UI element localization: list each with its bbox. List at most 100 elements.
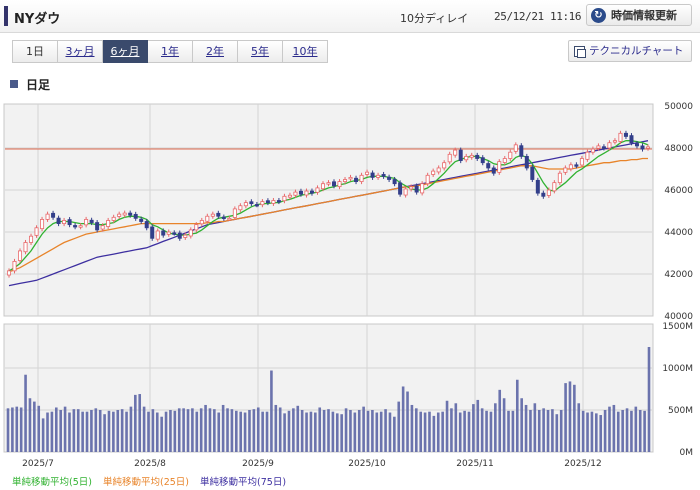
tab-1y[interactable]: 1年 — [148, 40, 193, 63]
volume-bar — [335, 413, 339, 452]
candle-body — [271, 200, 276, 204]
tab-1d[interactable]: 1日 — [12, 40, 58, 63]
candle-body — [232, 208, 237, 218]
volume-bar — [344, 408, 348, 452]
candle-body — [293, 191, 298, 196]
volume-bar — [357, 410, 361, 452]
price-tick-label: 50000 — [664, 102, 693, 112]
volume-bar — [252, 409, 256, 452]
candle-body — [453, 149, 458, 156]
candle-body — [320, 183, 325, 190]
candle-body — [519, 145, 524, 157]
tab-5y[interactable]: 5年 — [238, 40, 283, 63]
candle-body — [199, 220, 204, 225]
candle-body — [7, 270, 12, 276]
volume-bar — [551, 409, 554, 452]
candle-body — [464, 155, 469, 161]
volume-bar — [191, 408, 194, 452]
candle-body — [376, 174, 381, 178]
volume-bar — [318, 407, 322, 452]
volume-bar — [388, 412, 392, 452]
volume-bar — [199, 408, 203, 452]
candle-body — [442, 162, 447, 169]
candle-body — [502, 158, 507, 163]
candle-body — [23, 242, 28, 253]
volume-bar — [235, 410, 238, 452]
volume-bar — [98, 410, 102, 452]
title-accent — [4, 6, 8, 26]
candle-body — [265, 200, 270, 204]
candle-body — [436, 167, 441, 173]
volume-bar — [458, 412, 462, 452]
candle-body — [122, 212, 127, 216]
volume-bar — [204, 404, 207, 452]
tab-3m[interactable]: 3ヶ月 — [58, 40, 103, 63]
volume-bar — [599, 415, 603, 452]
volume-bar — [467, 411, 471, 452]
volume-bar — [85, 411, 89, 452]
candle-body — [287, 194, 292, 198]
volume-bar — [432, 415, 436, 452]
delay-text: 10分ディレイ — [400, 12, 469, 25]
volume-bar — [643, 410, 646, 452]
volume-bar — [270, 370, 273, 452]
volume-bar — [274, 404, 278, 452]
candle-body — [409, 186, 414, 190]
price-tick-label: 40000 — [664, 312, 693, 322]
volume-bar — [305, 412, 308, 452]
volume-bar — [428, 411, 431, 452]
volume-bar — [265, 411, 269, 452]
candle-body — [40, 218, 45, 230]
volume-bar — [164, 411, 168, 452]
volume-bar — [515, 379, 519, 452]
candle-body — [491, 167, 496, 174]
volume-bar — [529, 410, 532, 452]
index-title: NYダウ — [14, 12, 61, 27]
volume-bar — [256, 407, 260, 452]
volume-bar — [19, 407, 23, 452]
refresh-label: 時価情報更新 — [611, 9, 677, 22]
tab-10y[interactable]: 10年 — [283, 40, 328, 63]
volume-bar — [441, 411, 444, 452]
volume-bar — [309, 411, 313, 452]
volume-bar — [616, 411, 620, 452]
candle-body — [194, 224, 199, 231]
technical-chart-button[interactable]: テクニカルチャート — [568, 40, 692, 62]
candle-body — [596, 145, 601, 149]
volume-bar — [28, 398, 32, 452]
volume-bar — [208, 408, 212, 452]
volume-bar — [573, 384, 576, 452]
candle-body — [111, 216, 116, 221]
candle-body — [243, 202, 248, 207]
volume-bar — [450, 408, 453, 452]
candle-body — [84, 218, 89, 226]
candle-body — [425, 174, 430, 185]
refresh-button[interactable]: ↻ 時価情報更新 — [586, 4, 692, 26]
candle-body — [150, 226, 155, 239]
volume-tick-label: 0M — [680, 448, 694, 458]
volume-bar — [41, 418, 45, 452]
candle-body — [574, 164, 579, 167]
volume-bar — [507, 410, 510, 452]
candle-body — [579, 158, 584, 166]
candle-body — [34, 227, 39, 236]
volume-bar — [76, 409, 80, 452]
candle-body — [398, 182, 403, 195]
candle-body — [623, 132, 628, 137]
candle-body — [530, 166, 535, 180]
volume-tick-label: 1500M — [662, 322, 693, 332]
volume-bar — [177, 408, 181, 452]
volume-tick-label: 1000M — [662, 364, 693, 374]
candle-body — [475, 154, 480, 159]
candle-body — [640, 145, 645, 150]
candle-body — [332, 181, 337, 187]
volume-bar — [314, 412, 317, 452]
volume-bar — [112, 411, 115, 452]
volume-bar — [54, 407, 58, 452]
tab-2y[interactable]: 2年 — [193, 40, 238, 63]
volume-bar — [577, 403, 581, 452]
volume-bar — [169, 410, 172, 452]
tab-6m[interactable]: 6ヶ月 — [103, 40, 148, 63]
volume-bar — [445, 400, 449, 452]
candle-body — [62, 220, 67, 224]
